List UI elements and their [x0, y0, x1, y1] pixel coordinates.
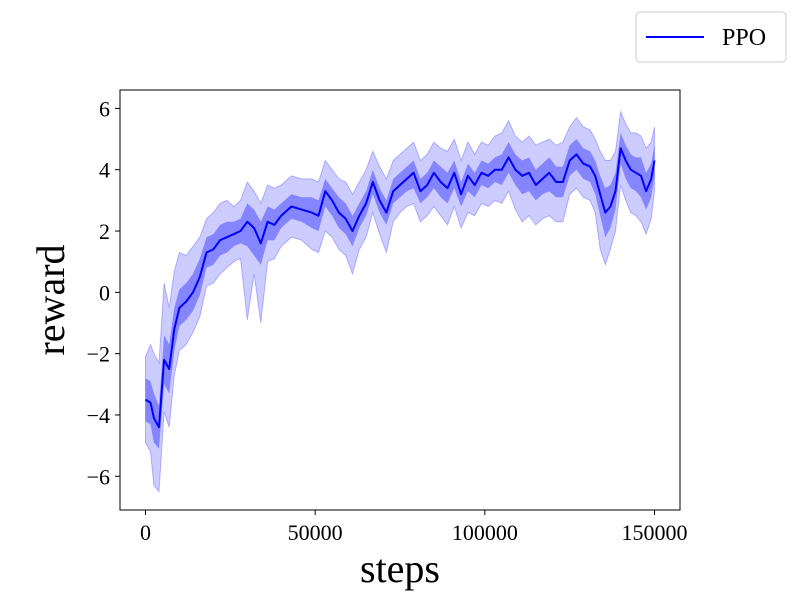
legend-label-ppo: PPO: [722, 25, 766, 51]
outer-band-0: [145, 109, 655, 493]
x-tick-label: 0: [140, 520, 151, 545]
y-tick-label: −4: [87, 403, 110, 428]
legend-box: [635, 11, 787, 63]
y-tick-label: 4: [99, 158, 110, 183]
x-tick-label: 150000: [622, 520, 688, 545]
inner-band-0: [145, 132, 655, 449]
series-lines: [144, 147, 656, 429]
y-tick-label: 0: [99, 280, 110, 305]
x-axis-label: steps: [360, 546, 440, 591]
y-ticks: −6 −4 −2 0 2 4 6: [87, 96, 120, 489]
x-tick-label: 50000: [288, 520, 343, 545]
confidence-bands: [145, 109, 655, 493]
x-tick-label: 100000: [452, 520, 518, 545]
legend: PPO: [635, 11, 787, 63]
x-ticks: 0 50000 100000 150000: [140, 510, 688, 545]
y-tick-label: 2: [99, 219, 110, 244]
series-line-0: [144, 147, 656, 429]
axes: [119, 89, 681, 511]
y-tick-label: −6: [87, 464, 110, 489]
y-tick-label: 6: [99, 96, 110, 121]
y-axis-label: reward: [28, 244, 73, 355]
y-tick-label: −2: [87, 342, 110, 367]
axes-frame: [119, 89, 681, 511]
